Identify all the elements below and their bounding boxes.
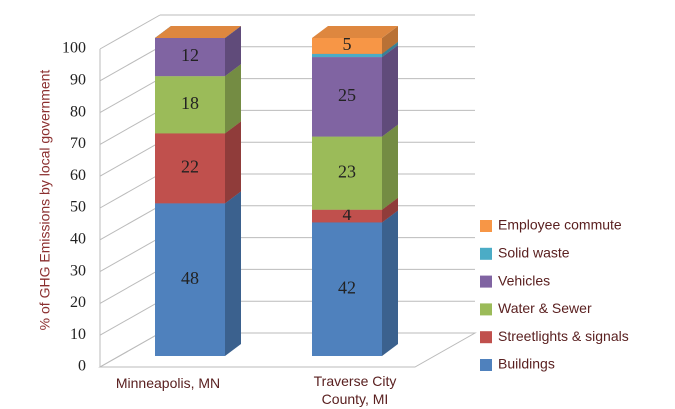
y-tick-label: 90: [70, 71, 86, 88]
legend-label: Streetlights & signals: [498, 328, 629, 344]
legend-label: Solid waste: [498, 245, 570, 261]
grid-line: [99, 205, 161, 241]
grid-line: [99, 109, 161, 145]
legend-label: Buildings: [498, 356, 555, 372]
y-tick-label: 80: [70, 103, 86, 120]
legend-swatch: [480, 247, 492, 260]
legend-swatch: [480, 303, 492, 316]
bar-side: [382, 124, 398, 210]
y-tick-label: 70: [70, 135, 86, 152]
y-tick-label: 50: [70, 199, 86, 216]
x-tick-label: Traverse City County, MI: [313, 373, 397, 407]
bar-side: [225, 191, 241, 356]
bar-side: [225, 121, 241, 204]
bar-segment: [155, 38, 225, 77]
y-tick-label: 60: [70, 167, 86, 184]
bar-segment: [155, 133, 225, 204]
bar-segment: [312, 57, 382, 137]
data-label: 23: [338, 161, 356, 181]
bar-side: [225, 64, 241, 134]
bar-segment: [312, 53, 382, 58]
data-label: 4: [343, 204, 352, 224]
y-tick-label: 100: [62, 40, 86, 57]
bar-side: [382, 41, 398, 58]
grid-line: [99, 141, 161, 177]
bar-side: [382, 210, 398, 356]
legend-label: Employee commute: [498, 217, 622, 233]
bar-side: [382, 197, 398, 223]
grid-line: [99, 237, 161, 273]
legend-swatch: [480, 275, 492, 288]
data-label: 18: [181, 93, 199, 113]
legend-swatch: [480, 359, 492, 371]
bar-segment: [312, 136, 382, 210]
legend-swatch: [480, 331, 492, 344]
bar-segment: [312, 209, 382, 223]
data-label: 48: [181, 268, 199, 288]
y-axis-label: % of GHG Emissions by local government: [37, 70, 53, 331]
x-tick-label: Minneapolis, MN: [115, 375, 221, 391]
y-tick-label: 0: [78, 358, 86, 375]
legend-swatch: [480, 220, 492, 232]
grid-line: [99, 14, 161, 50]
bar-segment: [312, 222, 382, 356]
y-tick-label: 30: [70, 262, 86, 279]
bar-side: [382, 45, 398, 137]
bar-segment: [155, 203, 225, 356]
y-tick-label: 20: [70, 294, 86, 311]
grid-line: [99, 268, 161, 304]
bar-side: [225, 26, 241, 77]
data-label: 25: [338, 85, 356, 105]
grid-line: [99, 300, 161, 336]
bar-top: [312, 26, 398, 38]
data-label: 42: [338, 277, 356, 297]
grid-line: [99, 173, 161, 209]
grid-line: [99, 46, 161, 82]
y-tick-label: 10: [70, 326, 86, 343]
bar-segment: [312, 38, 382, 54]
y-tick-label: 40: [70, 230, 86, 247]
bar-side: [382, 26, 398, 54]
data-label: 12: [181, 45, 199, 65]
data-label: 22: [181, 157, 199, 177]
grid-line: [99, 332, 161, 368]
bar-segment: [155, 76, 225, 134]
legend-label: Vehicles: [498, 272, 550, 288]
data-label: 5: [343, 34, 352, 54]
legend-label: Water & Sewer: [498, 300, 592, 316]
grid-line: [99, 78, 161, 114]
bar-top: [155, 26, 241, 38]
